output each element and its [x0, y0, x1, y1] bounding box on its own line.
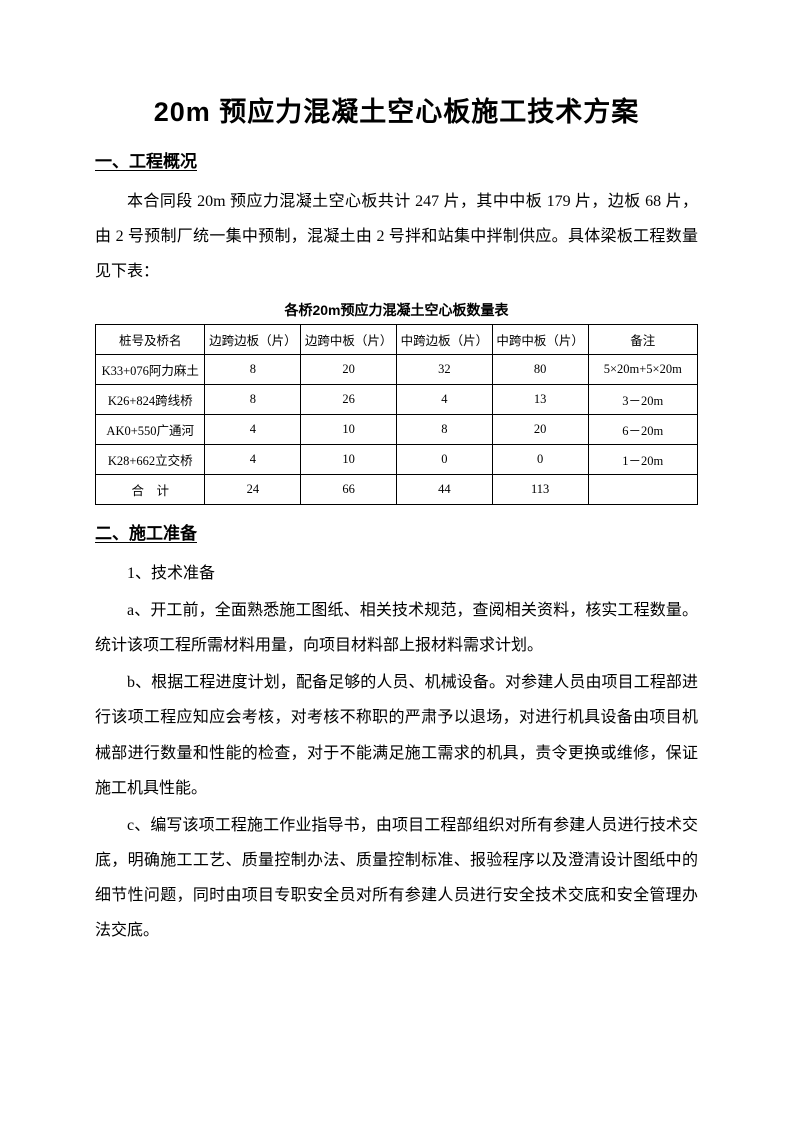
table-cell: K26+824跨线桥: [96, 384, 205, 414]
section2-item-b: b、根据工程进度计划，配备足够的人员、机械设备。对参建人员由项目工程部进行该项工…: [95, 665, 698, 806]
table-cell: 10: [301, 444, 397, 474]
section1-heading: 一、工程概况: [95, 147, 698, 172]
table-cell: 4: [396, 384, 492, 414]
table-cell: 20: [301, 354, 397, 384]
quantity-table: 桩号及桥名 边跨边板（片） 边跨中板（片） 中跨边板（片） 中跨中板（片） 备注…: [95, 324, 698, 505]
table-cell: AK0+550广通河: [96, 414, 205, 444]
section2-item-c: c、编写该项工程施工作业指导书，由项目工程部组织对所有参建人员进行技术交底，明确…: [95, 808, 698, 949]
doc-title: 20m 预应力混凝土空心板施工技术方案: [95, 90, 698, 129]
table-header: 边跨中板（片）: [301, 324, 397, 354]
table-cell: 0: [492, 444, 588, 474]
table-cell: 20: [492, 414, 588, 444]
table-row-total: 合 计 24 66 44 113: [96, 474, 698, 504]
table-cell: 66: [301, 474, 397, 504]
table-cell: 32: [396, 354, 492, 384]
table-cell: 80: [492, 354, 588, 384]
table-cell: 10: [301, 414, 397, 444]
table-caption: 各桥20m预应力混凝土空心板数量表: [95, 300, 698, 320]
table-cell: 8: [205, 354, 301, 384]
table-cell: 24: [205, 474, 301, 504]
section2-heading: 二、施工准备: [95, 519, 698, 544]
table-cell: 26: [301, 384, 397, 414]
section1-para: 本合同段 20m 预应力混凝土空心板共计 247 片，其中中板 179 片，边板…: [95, 184, 698, 290]
table-cell: 1－20m: [588, 444, 697, 474]
table-header: 桩号及桥名: [96, 324, 205, 354]
table-header-row: 桩号及桥名 边跨边板（片） 边跨中板（片） 中跨边板（片） 中跨中板（片） 备注: [96, 324, 698, 354]
table-cell: 44: [396, 474, 492, 504]
section2-item1-title: 1、技术准备: [95, 556, 698, 591]
table-cell: 4: [205, 414, 301, 444]
table-header: 中跨中板（片）: [492, 324, 588, 354]
section2-item-a: a、开工前，全面熟悉施工图纸、相关技术规范，查阅相关资料，核实工程数量。统计该项…: [95, 593, 698, 663]
table-cell: 6－20m: [588, 414, 697, 444]
table-cell: 5×20m+5×20m: [588, 354, 697, 384]
table-header: 边跨边板（片）: [205, 324, 301, 354]
table-row: K26+824跨线桥 8 26 4 13 3－20m: [96, 384, 698, 414]
table-cell: K28+662立交桥: [96, 444, 205, 474]
table-cell: 113: [492, 474, 588, 504]
table-row: K33+076阿力麻土 8 20 32 80 5×20m+5×20m: [96, 354, 698, 384]
table-header: 中跨边板（片）: [396, 324, 492, 354]
table-cell: 13: [492, 384, 588, 414]
table-cell: 0: [396, 444, 492, 474]
table-cell: 合 计: [96, 474, 205, 504]
table-header: 备注: [588, 324, 697, 354]
table-row: K28+662立交桥 4 10 0 0 1－20m: [96, 444, 698, 474]
table-cell: 8: [205, 384, 301, 414]
table-cell: 4: [205, 444, 301, 474]
table-row: AK0+550广通河 4 10 8 20 6－20m: [96, 414, 698, 444]
table-cell: [588, 474, 697, 504]
table-cell: K33+076阿力麻土: [96, 354, 205, 384]
table-cell: 8: [396, 414, 492, 444]
table-cell: 3－20m: [588, 384, 697, 414]
